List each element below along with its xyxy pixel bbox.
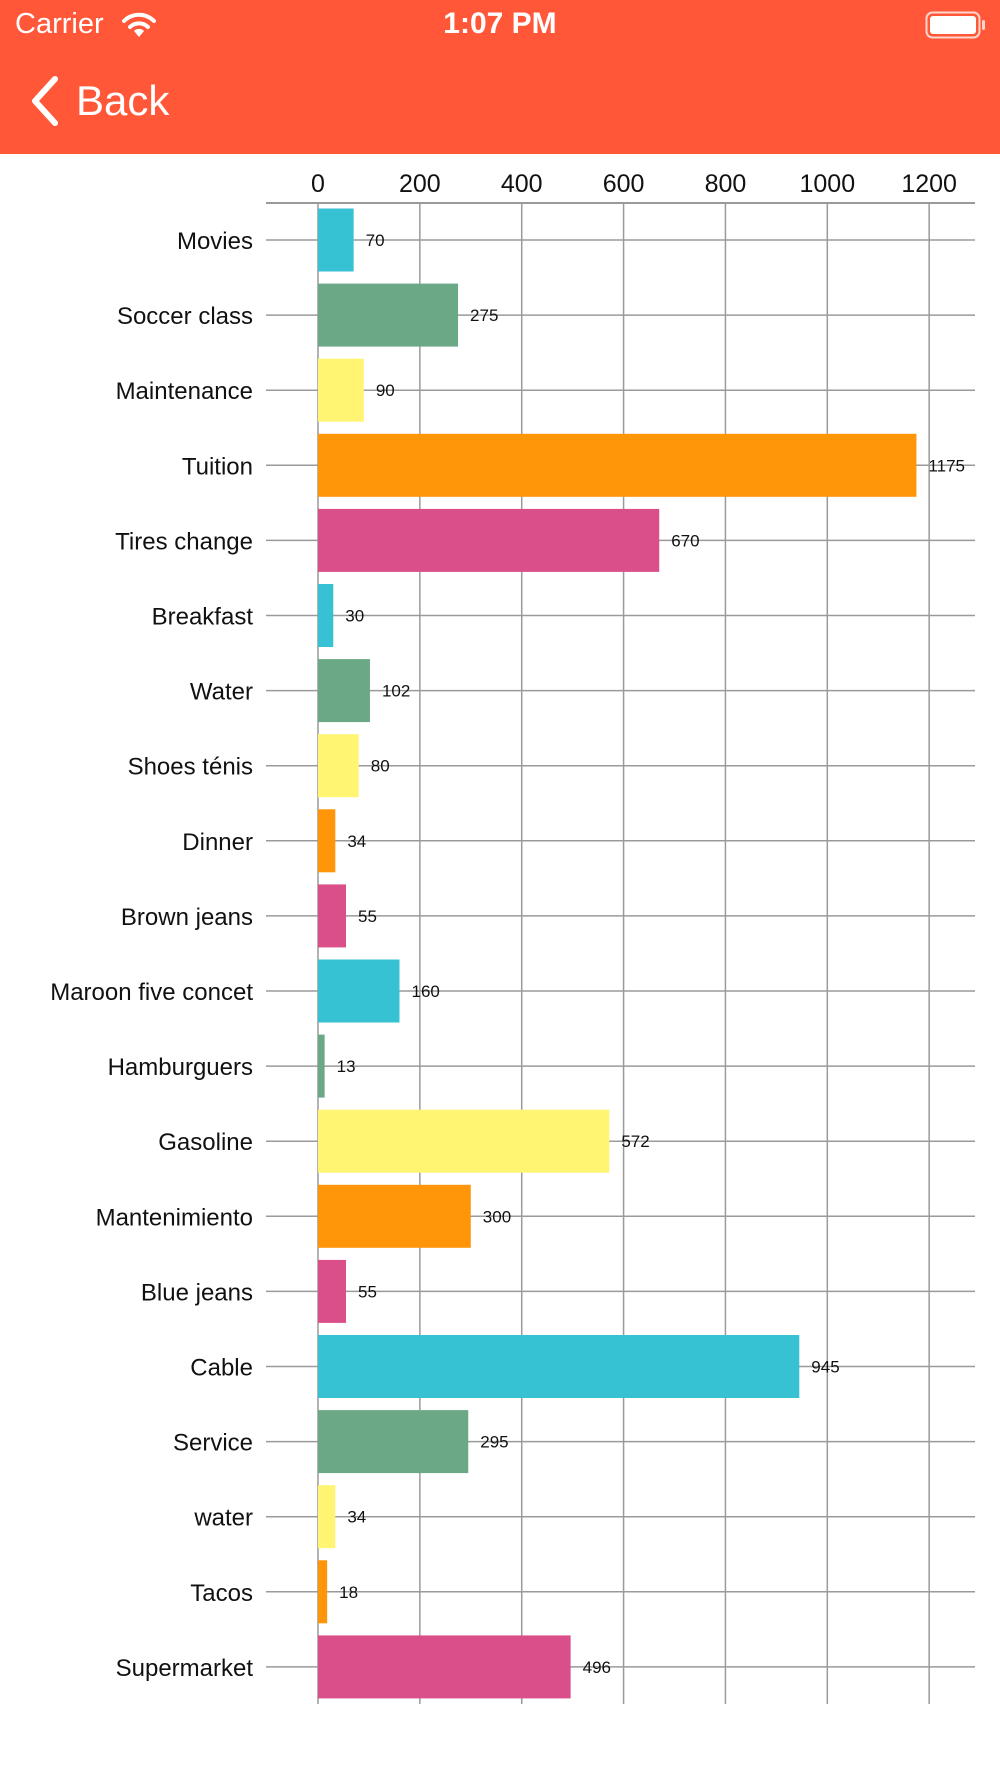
bar bbox=[318, 959, 400, 1023]
data-label: 295 bbox=[480, 1433, 508, 1452]
category-label: Movies bbox=[177, 228, 253, 255]
x-tick-label: 400 bbox=[501, 170, 543, 198]
nav-bar: Carrier 1:07 PM Back bbox=[0, 0, 1000, 154]
data-label: 90 bbox=[376, 381, 395, 400]
category-label: Maroon five concet bbox=[50, 979, 253, 1006]
category-label: Hamburguers bbox=[108, 1054, 253, 1081]
category-label: Mantenimiento bbox=[96, 1204, 253, 1231]
bar bbox=[318, 659, 370, 723]
category-label: Gasoline bbox=[158, 1129, 253, 1156]
x-tick-label: 800 bbox=[705, 170, 747, 198]
bar bbox=[318, 734, 359, 798]
data-label: 670 bbox=[671, 531, 699, 550]
status-time: 1:07 PM bbox=[443, 7, 557, 40]
category-label: Water bbox=[190, 679, 253, 706]
category-label: Tires change bbox=[115, 528, 253, 555]
bar bbox=[318, 1109, 610, 1173]
wifi-icon bbox=[122, 12, 156, 37]
bar bbox=[318, 809, 336, 873]
category-label: Shoes ténis bbox=[128, 754, 253, 781]
bar bbox=[318, 1034, 325, 1098]
back-label: Back bbox=[76, 77, 170, 124]
bar bbox=[318, 508, 660, 572]
category-label: Breakfast bbox=[152, 604, 254, 631]
data-label: 34 bbox=[347, 1508, 366, 1527]
category-label: Maintenance bbox=[116, 378, 253, 405]
bar bbox=[318, 433, 917, 497]
battery-icon bbox=[925, 11, 985, 39]
bar bbox=[318, 358, 364, 422]
chevron-left-icon bbox=[32, 76, 58, 126]
data-label: 34 bbox=[347, 832, 366, 851]
category-label: Tuition bbox=[182, 453, 253, 480]
bar bbox=[318, 1335, 800, 1398]
category-label: Cable bbox=[190, 1355, 253, 1382]
x-tick-label: 600 bbox=[603, 170, 645, 198]
category-label: Dinner bbox=[182, 829, 253, 856]
bar bbox=[318, 884, 347, 948]
data-label: 275 bbox=[470, 306, 498, 325]
x-tick-label: 200 bbox=[399, 170, 441, 198]
bar bbox=[318, 208, 354, 272]
data-label: 55 bbox=[358, 907, 377, 926]
data-label: 55 bbox=[358, 1282, 377, 1301]
bar bbox=[318, 283, 459, 347]
data-label: 300 bbox=[483, 1207, 511, 1226]
data-label: 572 bbox=[621, 1132, 649, 1151]
bar bbox=[318, 1259, 347, 1323]
data-label: 102 bbox=[382, 682, 410, 701]
data-label: 70 bbox=[366, 231, 385, 250]
data-label: 1175 bbox=[928, 456, 965, 475]
category-label: Supermarket bbox=[116, 1655, 254, 1682]
category-label: Soccer class bbox=[117, 303, 253, 330]
data-label: 945 bbox=[811, 1358, 839, 1377]
data-label: 30 bbox=[345, 607, 364, 626]
bar bbox=[318, 584, 334, 647]
back-button[interactable]: Back bbox=[28, 70, 169, 132]
data-label: 80 bbox=[371, 757, 390, 776]
data-label: 13 bbox=[337, 1057, 356, 1076]
category-label: water bbox=[193, 1505, 253, 1532]
x-tick-label: 0 bbox=[311, 170, 325, 198]
category-label: Tacos bbox=[190, 1580, 253, 1607]
category-label: Blue jeans bbox=[141, 1279, 253, 1306]
category-label: Service bbox=[173, 1430, 253, 1457]
x-tick-label: 1200 bbox=[901, 170, 957, 198]
status-carrier: Carrier bbox=[15, 8, 104, 40]
data-label: 160 bbox=[411, 982, 439, 1001]
bar bbox=[318, 1485, 336, 1549]
data-label: 496 bbox=[583, 1658, 611, 1677]
expense-bar-chart: 0 200 400 600 800 1000 1200 Movies 70 Soccer clas… bbox=[50, 170, 975, 1704]
category-label: Brown jeans bbox=[121, 904, 253, 931]
x-tick-label: 1000 bbox=[799, 170, 855, 198]
data-label: 18 bbox=[339, 1583, 358, 1602]
bar bbox=[318, 1410, 469, 1474]
bar bbox=[318, 1560, 328, 1624]
bar bbox=[318, 1635, 571, 1699]
bar bbox=[318, 1184, 471, 1248]
